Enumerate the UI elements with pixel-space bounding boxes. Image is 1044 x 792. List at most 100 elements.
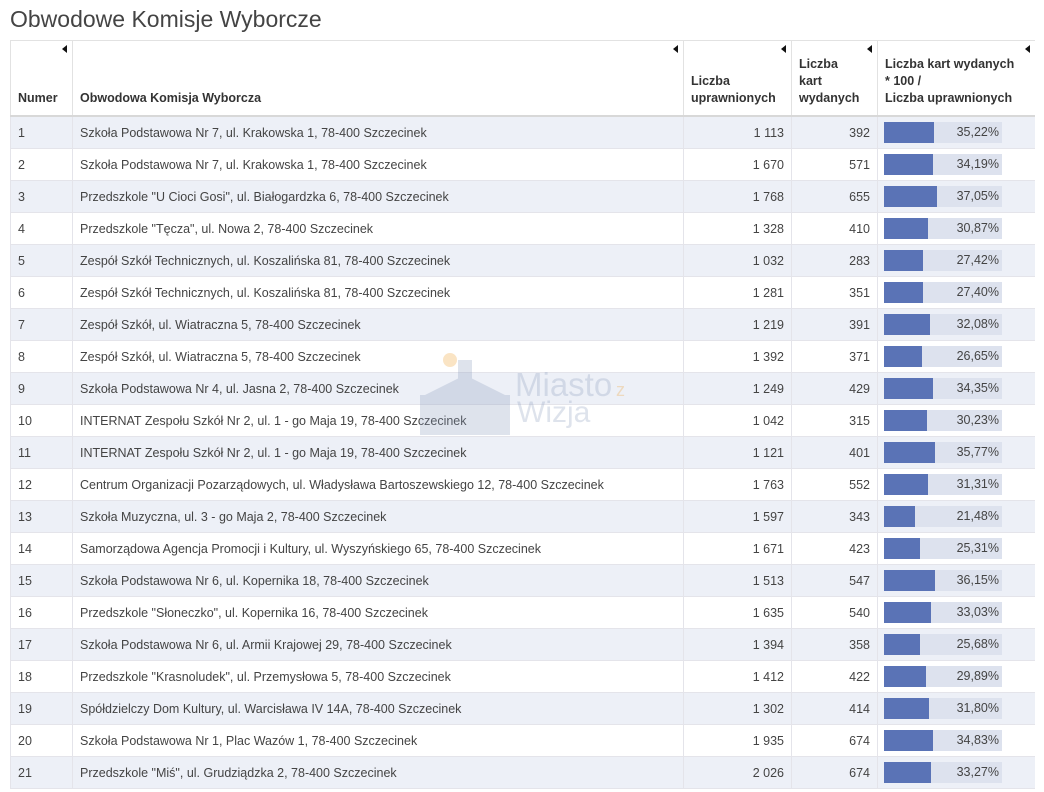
turnout-bar-track: 27,42% (884, 250, 1002, 271)
turnout-percent-label: 36,15% (956, 573, 999, 587)
cell-wydanych: 540 (791, 596, 878, 629)
table-row: 11 INTERNAT Zespołu Szkół Nr 2, ul. 1 - g… (10, 436, 1035, 469)
cell-komisja: Przedszkole "Słoneczko", ul. Kopernika 1… (72, 596, 684, 629)
cell-wydanych: 401 (791, 436, 878, 469)
turnout-bar-track: 35,77% (884, 442, 1002, 463)
cell-numer: 5 (10, 244, 73, 277)
header-komisja[interactable]: Obwodowa Komisja Wyborcza (72, 40, 684, 117)
turnout-percent-label: 31,31% (956, 477, 999, 491)
turnout-percent-label: 30,23% (956, 413, 999, 427)
cell-frekwencja: 27,40% (877, 276, 1035, 309)
cell-uprawnionych: 1 302 (683, 692, 792, 725)
header-numer[interactable]: Numer (10, 40, 73, 117)
cell-frekwencja: 37,05% (877, 180, 1035, 213)
sort-arrow-icon[interactable] (781, 45, 786, 53)
cell-wydanych: 315 (791, 404, 878, 437)
cell-numer: 7 (10, 308, 73, 341)
cell-wydanych: 674 (791, 724, 878, 757)
header-uprawnionych[interactable]: Liczba uprawnionych (683, 40, 792, 117)
cell-wydanych: 391 (791, 308, 878, 341)
turnout-percent-label: 25,31% (956, 541, 999, 555)
turnout-bar-fill (884, 570, 935, 591)
header-wydanych-line: wydanych (799, 91, 860, 105)
cell-frekwencja: 35,22% (877, 115, 1035, 149)
cell-wydanych: 422 (791, 660, 878, 693)
header-uprawnionych-line: Liczba (691, 74, 730, 88)
cell-uprawnionych: 1 328 (683, 212, 792, 245)
cell-uprawnionych: 1 219 (683, 308, 792, 341)
table-row: 18 Przedszkole "Krasnoludek", ul. Przemys… (10, 660, 1035, 693)
turnout-bar-track: 33,27% (884, 762, 1002, 783)
table-body: 1 Szkoła Podstawowa Nr 7, ul. Krakowska 1… (10, 115, 1035, 789)
cell-frekwencja: 30,87% (877, 212, 1035, 245)
turnout-bar-track: 25,68% (884, 634, 1002, 655)
cell-frekwencja: 26,65% (877, 340, 1035, 373)
cell-uprawnionych: 1 597 (683, 500, 792, 533)
cell-uprawnionych: 1 635 (683, 596, 792, 629)
table-row: 3 Przedszkole "U Cioci Gosi", ul. Białoga… (10, 180, 1035, 213)
table-row: 9 Szkoła Podstawowa Nr 4, ul. Jasna 2, 78… (10, 372, 1035, 405)
cell-uprawnionych: 1 032 (683, 244, 792, 277)
turnout-bar-fill (884, 474, 928, 495)
cell-numer: 21 (10, 756, 73, 789)
turnout-bar-fill (884, 602, 931, 623)
turnout-percent-label: 34,19% (956, 157, 999, 171)
cell-numer: 8 (10, 340, 73, 373)
header-frekwencja-line: Liczba kart wydanych (885, 57, 1015, 71)
table-row: 19 Spółdzielczy Dom Kultury, ul. Warcisła… (10, 692, 1035, 725)
turnout-percent-label: 33,03% (956, 605, 999, 619)
cell-komisja: Zespół Szkół Technicznych, ul. Koszalińs… (72, 276, 684, 309)
turnout-bar-track: 27,40% (884, 282, 1002, 303)
cell-numer: 3 (10, 180, 73, 213)
turnout-bar-track: 31,80% (884, 698, 1002, 719)
turnout-percent-label: 35,77% (956, 445, 999, 459)
turnout-bar-fill (884, 218, 928, 239)
turnout-percent-label: 30,87% (956, 221, 999, 235)
turnout-bar-track: 26,65% (884, 346, 1002, 367)
header-uprawnionych-line: uprawnionych (691, 91, 776, 105)
turnout-bar-track: 30,23% (884, 410, 1002, 431)
cell-numer: 14 (10, 532, 73, 565)
sort-arrow-icon[interactable] (1025, 45, 1030, 53)
cell-numer: 10 (10, 404, 73, 437)
sort-arrow-icon[interactable] (62, 45, 67, 53)
cell-frekwencja: 34,83% (877, 724, 1035, 757)
turnout-percent-label: 29,89% (956, 669, 999, 683)
cell-frekwencja: 25,31% (877, 532, 1035, 565)
header-frekwencja-line: Liczba uprawnionych (885, 91, 1013, 105)
cell-wydanych: 655 (791, 180, 878, 213)
cell-wydanych: 571 (791, 148, 878, 181)
turnout-percent-label: 34,35% (956, 381, 999, 395)
header-frekwencja[interactable]: Liczba kart wydanych * 100 / Liczba upra… (877, 40, 1035, 117)
table-row: 7 Zespół Szkół, ul. Wiatraczna 5, 78-400 … (10, 308, 1035, 341)
cell-frekwencja: 31,80% (877, 692, 1035, 725)
header-komisja-label: Obwodowa Komisja Wyborcza (80, 91, 262, 105)
header-wydanych[interactable]: Liczba kart wydanych (791, 40, 878, 117)
turnout-bar-track: 36,15% (884, 570, 1002, 591)
cell-komisja: Przedszkole "Tęcza", ul. Nowa 2, 78-400 … (72, 212, 684, 245)
header-wydanych-line: kart (799, 74, 822, 88)
cell-numer: 11 (10, 436, 73, 469)
turnout-bar-fill (884, 154, 933, 175)
turnout-bar-fill (884, 698, 929, 719)
cell-uprawnionych: 1 412 (683, 660, 792, 693)
table-row: 15 Szkoła Podstawowa Nr 6, ul. Kopernika … (10, 564, 1035, 597)
cell-uprawnionych: 1 513 (683, 564, 792, 597)
table-row: 6 Zespół Szkół Technicznych, ul. Koszaliń… (10, 276, 1035, 309)
cell-wydanych: 410 (791, 212, 878, 245)
table-row: 21 Przedszkole "Miś", ul. Grudziądzka 2, … (10, 756, 1035, 789)
sort-arrow-icon[interactable] (867, 45, 872, 53)
cell-wydanych: 414 (791, 692, 878, 725)
cell-komisja: Szkoła Podstawowa Nr 1, Plac Wazów 1, 78… (72, 724, 684, 757)
cell-frekwencja: 30,23% (877, 404, 1035, 437)
cell-uprawnionych: 1 671 (683, 532, 792, 565)
cell-numer: 17 (10, 628, 73, 661)
turnout-percent-label: 27,40% (956, 285, 999, 299)
turnout-bar-track: 33,03% (884, 602, 1002, 623)
sort-arrow-icon[interactable] (673, 45, 678, 53)
cell-frekwencja: 25,68% (877, 628, 1035, 661)
turnout-bar-track: 32,08% (884, 314, 1002, 335)
turnout-bar-fill (884, 186, 937, 207)
cell-frekwencja: 31,31% (877, 468, 1035, 501)
cell-frekwencja: 33,27% (877, 756, 1035, 789)
